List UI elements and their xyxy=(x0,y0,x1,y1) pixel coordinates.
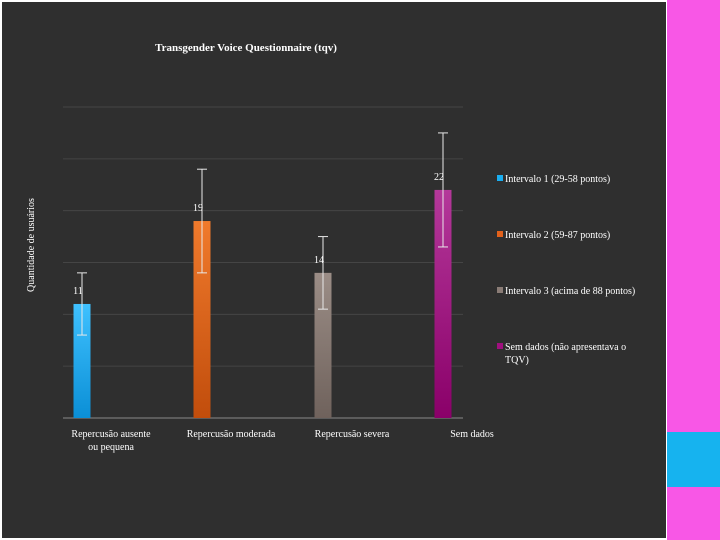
error-bar xyxy=(77,272,87,336)
gridlines xyxy=(63,106,463,419)
x-tick-label-line: Repercusão moderada xyxy=(187,429,276,440)
chart-title: Transgender Voice Questionnaire (tqv) xyxy=(155,42,337,54)
legend-label: Sem dados (não apresentava o TQV) xyxy=(505,342,626,366)
data-label: 14 xyxy=(314,255,324,266)
legend-swatch xyxy=(497,175,503,181)
data-label: 11 xyxy=(73,286,83,297)
x-tick-label: Sem dados xyxy=(450,429,494,440)
data-label: 19 xyxy=(193,203,203,214)
legend-swatch xyxy=(497,287,503,293)
legend-label-line: Intervalo 2 (59-87 pontos) xyxy=(505,230,610,241)
x-tick-label: Repercusão moderada xyxy=(187,429,276,440)
legend-label-line: Intervalo 1 (29-58 pontos) xyxy=(505,174,610,185)
y-axis-label: Quantidade de usuários xyxy=(26,198,37,292)
error-bar xyxy=(318,236,328,310)
slide-background xyxy=(2,2,666,538)
legend: Intervalo 1 (29-58 pontos) Intervalo 2 (5… xyxy=(497,174,635,366)
bar xyxy=(193,221,211,418)
x-tick-label-line: Repercusão ausente xyxy=(71,429,151,440)
x-tick-label-line: Sem dados xyxy=(450,429,494,440)
legend-swatch xyxy=(497,343,503,349)
legend-label: Intervalo 1 (29-58 pontos) xyxy=(505,174,610,185)
error-bar xyxy=(197,168,207,274)
legend-label: Intervalo 2 (59-87 pontos) xyxy=(505,230,610,241)
legend-label: Intervalo 3 (acima de 88 pontos) xyxy=(505,286,635,297)
legend-label-line: TQV) xyxy=(505,355,529,366)
bars xyxy=(73,132,452,418)
legend-label-line: Intervalo 3 (acima de 88 pontos) xyxy=(505,286,635,297)
legend-swatch xyxy=(497,231,503,237)
side-accent-block xyxy=(667,432,720,487)
x-tick-label-line: Repercusão severa xyxy=(315,429,390,440)
data-label: 22 xyxy=(434,172,444,183)
legend-label-line: Sem dados (não apresentava o xyxy=(505,342,626,353)
bar xyxy=(73,303,91,418)
x-tick-label: Repercusão severa xyxy=(315,429,390,440)
x-tick-label: Repercusão ausente ou pequena xyxy=(71,429,151,453)
error-bar xyxy=(438,132,448,248)
x-tick-label-line: ou pequena xyxy=(88,442,134,453)
